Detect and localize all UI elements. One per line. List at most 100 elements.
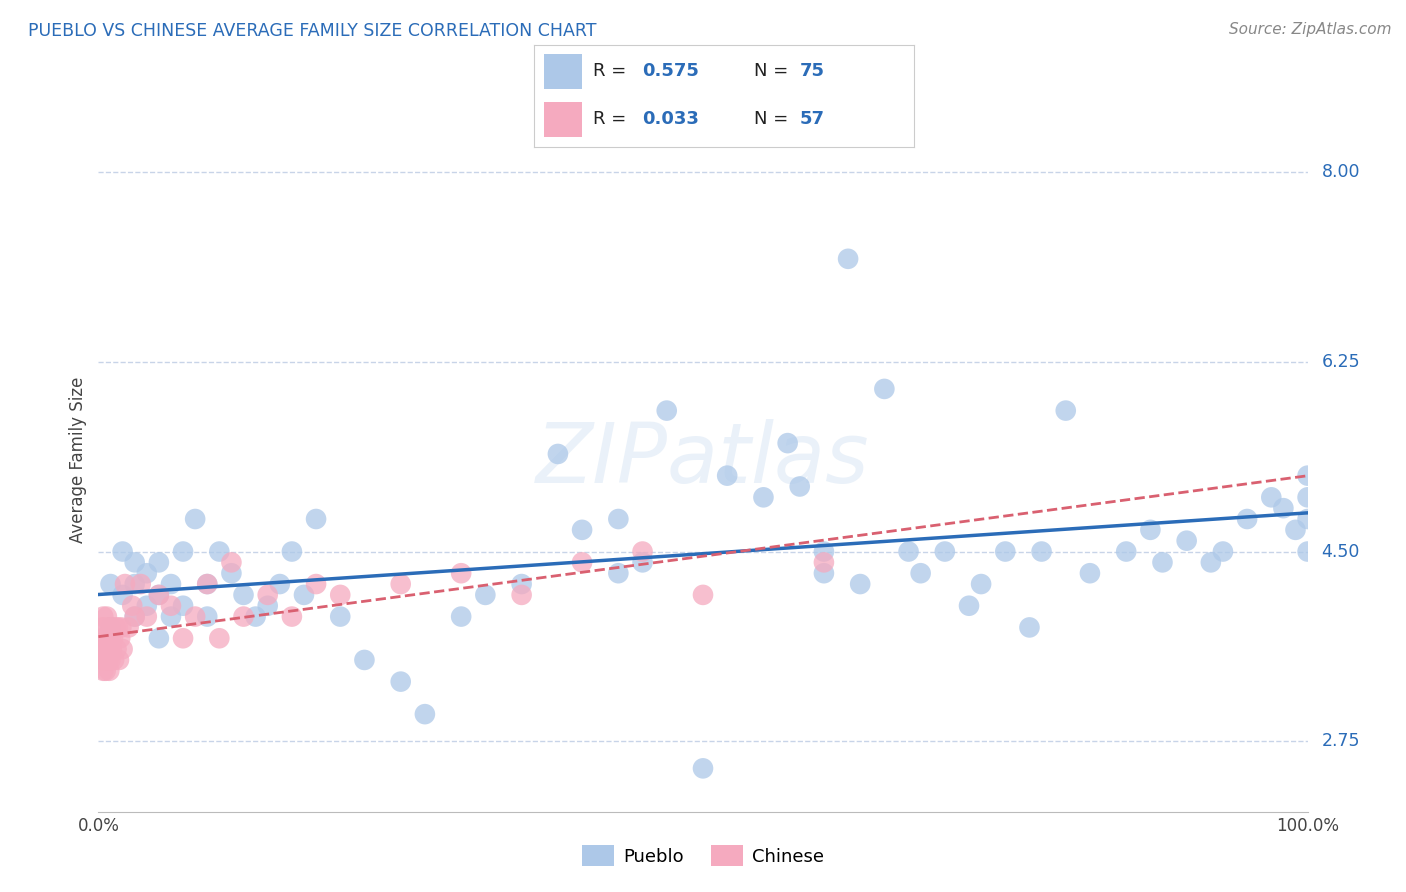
Point — [160, 609, 183, 624]
Point — [269, 577, 291, 591]
Point — [1272, 501, 1295, 516]
Point — [172, 599, 194, 613]
Point — [571, 523, 593, 537]
Point — [118, 620, 141, 634]
Point — [124, 577, 146, 591]
Point — [752, 491, 775, 505]
Point — [692, 588, 714, 602]
Point — [305, 512, 328, 526]
Point — [94, 664, 117, 678]
Point — [571, 555, 593, 569]
Point — [100, 632, 122, 646]
Point — [111, 588, 134, 602]
Point — [607, 566, 630, 581]
Point — [994, 544, 1017, 558]
Point — [281, 609, 304, 624]
Point — [910, 566, 932, 581]
Point — [256, 588, 278, 602]
Text: 6.25: 6.25 — [1322, 353, 1360, 371]
Point — [93, 642, 115, 657]
Point — [105, 642, 128, 657]
Point — [91, 620, 114, 634]
Point — [305, 577, 328, 591]
Point — [135, 609, 157, 624]
Point — [716, 468, 738, 483]
Point — [172, 544, 194, 558]
Point — [124, 609, 146, 624]
Point — [107, 620, 129, 634]
Point — [124, 609, 146, 624]
Point — [91, 653, 114, 667]
Point — [631, 544, 654, 558]
Point — [813, 555, 835, 569]
Point — [1031, 544, 1053, 558]
Point — [776, 436, 799, 450]
Point — [96, 653, 118, 667]
Point — [91, 632, 114, 646]
Point — [474, 588, 496, 602]
Point — [195, 577, 218, 591]
Bar — [544, 102, 582, 137]
Point — [692, 761, 714, 775]
Point — [97, 653, 120, 667]
Point — [124, 555, 146, 569]
Point — [837, 252, 859, 266]
Text: N =: N = — [755, 111, 794, 128]
Point — [101, 632, 124, 646]
Point — [97, 632, 120, 646]
Point — [655, 403, 678, 417]
Text: Source: ZipAtlas.com: Source: ZipAtlas.com — [1229, 22, 1392, 37]
Point — [1078, 566, 1101, 581]
Point — [789, 479, 811, 493]
Point — [1175, 533, 1198, 548]
Point — [94, 632, 117, 646]
Point — [110, 620, 132, 634]
Point — [135, 599, 157, 613]
Text: R =: R = — [593, 62, 633, 80]
Point — [1139, 523, 1161, 537]
Point — [103, 653, 125, 667]
Point — [1296, 468, 1319, 483]
Point — [96, 609, 118, 624]
Bar — [544, 54, 582, 88]
Point — [450, 609, 472, 624]
Point — [1236, 512, 1258, 526]
Point — [129, 577, 152, 591]
Text: ZIPatlas: ZIPatlas — [536, 419, 870, 500]
Point — [93, 620, 115, 634]
Point — [148, 555, 170, 569]
Point — [93, 642, 115, 657]
Point — [100, 620, 122, 634]
Point — [1212, 544, 1234, 558]
Point — [184, 609, 207, 624]
Point — [897, 544, 920, 558]
Point — [329, 588, 352, 602]
Point — [184, 512, 207, 526]
Point — [111, 544, 134, 558]
Point — [607, 512, 630, 526]
Text: 0.033: 0.033 — [643, 111, 699, 128]
Point — [389, 674, 412, 689]
Point — [510, 588, 533, 602]
Point — [1296, 491, 1319, 505]
Point — [221, 566, 243, 581]
Point — [1199, 555, 1222, 569]
Point — [256, 599, 278, 613]
Point — [245, 609, 267, 624]
Text: 8.00: 8.00 — [1322, 163, 1360, 181]
Text: R =: R = — [593, 111, 633, 128]
Point — [111, 642, 134, 657]
Text: 0.575: 0.575 — [643, 62, 699, 80]
Point — [510, 577, 533, 591]
Point — [353, 653, 375, 667]
Point — [148, 632, 170, 646]
Text: 57: 57 — [800, 111, 825, 128]
Point — [413, 707, 436, 722]
Point — [232, 609, 254, 624]
Point — [232, 588, 254, 602]
Point — [108, 653, 131, 667]
Text: PUEBLO VS CHINESE AVERAGE FAMILY SIZE CORRELATION CHART: PUEBLO VS CHINESE AVERAGE FAMILY SIZE CO… — [28, 22, 596, 40]
Point — [1284, 523, 1306, 537]
Text: N =: N = — [755, 62, 794, 80]
Point — [281, 544, 304, 558]
